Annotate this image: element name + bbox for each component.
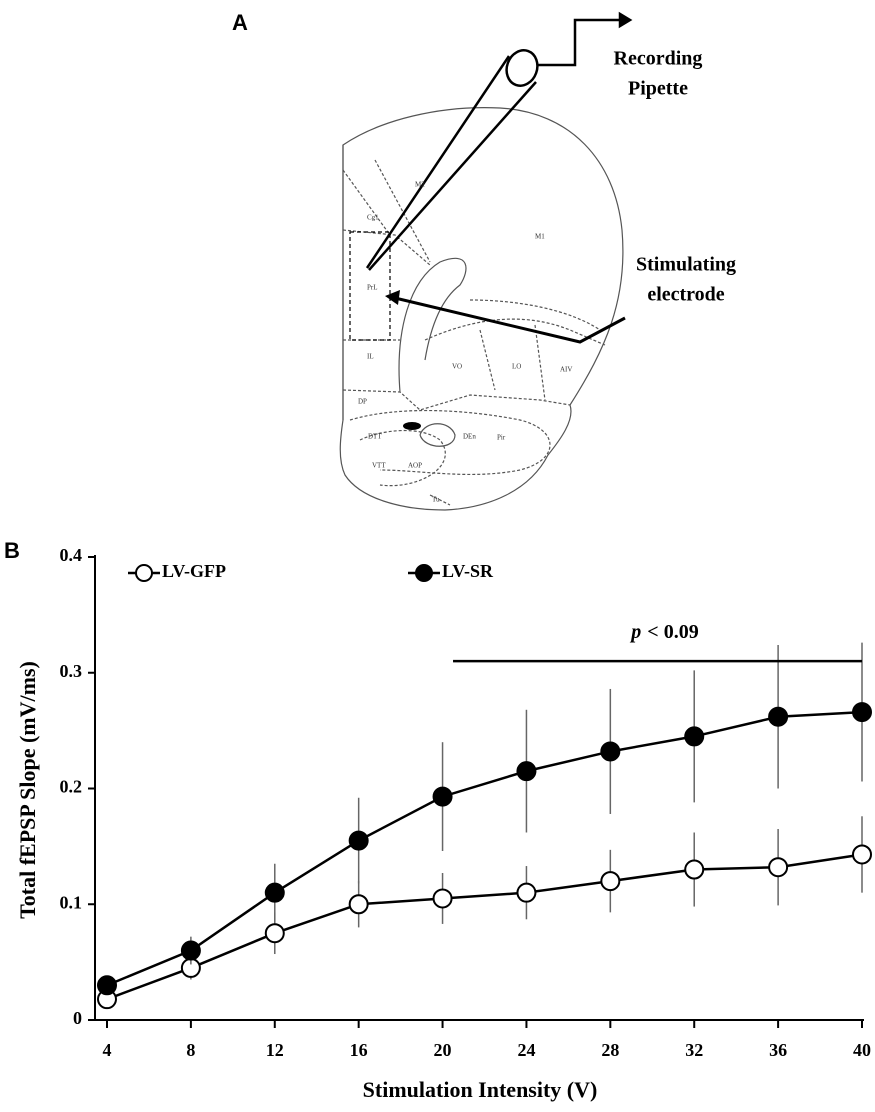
legend-label: LV-SR [442, 561, 494, 581]
x-tick-label: 28 [601, 1040, 619, 1060]
x-axis-title: Stimulation Intensity (V) [363, 1077, 598, 1102]
pipette [365, 11, 633, 271]
electrode [385, 290, 626, 344]
x-tick-label: 16 [350, 1040, 368, 1060]
region-label: DP [358, 398, 367, 406]
x-tick-label: 32 [685, 1040, 703, 1060]
x-tick-label: 12 [266, 1040, 284, 1060]
data-point [684, 726, 705, 747]
data-point [600, 741, 621, 762]
panel-label: B [4, 538, 20, 563]
data-point [768, 706, 789, 727]
data-point [180, 940, 201, 961]
y-tick-label: 0.2 [60, 777, 83, 797]
y-tick-label: 0.1 [60, 892, 83, 912]
y-tick-label: 0 [73, 1008, 82, 1028]
region-label: Pir [497, 434, 506, 442]
region-label: PrL [367, 284, 378, 292]
region-label: AOP [408, 462, 422, 470]
region-label: DTT [368, 433, 382, 441]
panel-label: A [232, 10, 248, 35]
x-tick-label: 36 [769, 1040, 787, 1060]
data-point [516, 761, 537, 782]
legend-marker [135, 564, 153, 582]
ventricle [403, 422, 421, 430]
legend-label: LV-GFP [162, 561, 226, 581]
region-label: Cg1 [367, 214, 379, 222]
data-point [768, 857, 789, 878]
data-point [684, 859, 705, 880]
series-line [106, 853, 863, 1001]
y-tick-label: 0.3 [60, 661, 83, 681]
data-point [516, 882, 537, 903]
series-line [106, 710, 863, 987]
legend-marker [415, 564, 433, 582]
x-tick-label: 20 [434, 1040, 452, 1060]
data-point [432, 786, 453, 807]
x-tick-label: 8 [186, 1040, 195, 1060]
region-label: M1 [535, 233, 545, 241]
x-tick-label: 4 [103, 1040, 112, 1060]
data-point [264, 923, 285, 944]
electrode-label: Stimulating [636, 254, 736, 276]
data-point [852, 844, 872, 865]
electrode-label: electrode [647, 284, 724, 306]
data-point [264, 882, 285, 903]
region-label: VTT [372, 462, 386, 470]
data-point [97, 975, 117, 996]
data-point [348, 830, 369, 851]
recording-region [349, 231, 391, 341]
brain-section [339, 107, 624, 511]
x-tick-label: 24 [517, 1040, 535, 1060]
y-axis-title: Total fEPSP Slope (mV/ms) [15, 661, 40, 919]
pipette-label: Pipette [628, 78, 688, 100]
region-label: AIV [560, 366, 572, 374]
pipette-label: Recording [614, 48, 703, 70]
region-label: M2 [415, 181, 425, 189]
region-label: VO [452, 363, 462, 371]
data-point [432, 888, 453, 909]
data-point [348, 894, 369, 915]
significance-p: p [629, 621, 641, 643]
significance-text: < 0.09 [647, 621, 698, 643]
region-label: Tu [432, 496, 440, 504]
region-label: DEn [463, 433, 476, 441]
x-tick-label: 40 [853, 1040, 871, 1060]
data-point [600, 871, 621, 892]
region-label: LO [512, 363, 521, 371]
region-label: IL [367, 353, 374, 361]
data-point [852, 702, 872, 723]
y-tick-label: 0.4 [60, 545, 83, 565]
significance-label: p < 0.09 [629, 621, 698, 643]
